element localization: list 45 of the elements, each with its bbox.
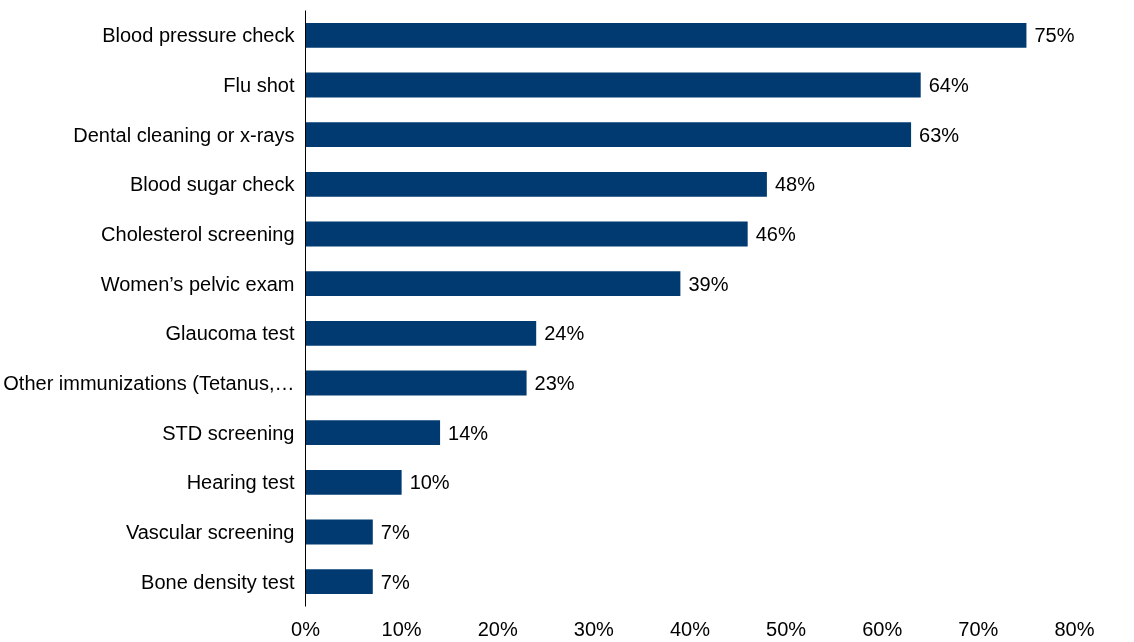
- bar: [305, 122, 912, 148]
- x-tick-label: 10%: [381, 617, 422, 640]
- x-tick-label: 80%: [1054, 617, 1095, 640]
- x-tick-label: 50%: [766, 617, 807, 640]
- x-tick-label: 70%: [958, 617, 999, 640]
- y-tick-label: STD screening: [162, 421, 295, 444]
- x-tick-label: 30%: [573, 617, 615, 640]
- y-tick-label: Blood pressure check: [102, 24, 296, 47]
- data-label: 7%: [380, 521, 410, 543]
- y-tick-label: Vascular screening: [125, 521, 295, 543]
- y-tick-label: Glaucoma test: [165, 322, 295, 345]
- y-tick-label: Flu shot: [223, 74, 295, 96]
- y-tick-label: Other immunizations (Tetanus,…: [3, 372, 295, 394]
- data-label: 7%: [380, 570, 410, 593]
- bar: [305, 519, 373, 545]
- data-label: 14%: [448, 421, 489, 444]
- data-label: 46%: [755, 223, 796, 245]
- y-tick-label: Women’s pelvic exam: [100, 272, 295, 295]
- data-label: 23%: [534, 372, 575, 394]
- data-label: 39%: [688, 272, 729, 295]
- x-tick-label: 20%: [477, 617, 518, 640]
- y-tick-label: Blood sugar check: [129, 173, 296, 196]
- x-tick-label: 0%: [291, 617, 321, 640]
- bar: [305, 221, 748, 247]
- bar: [305, 469, 402, 495]
- y-tick-label: Dental cleaning or x-rays: [73, 123, 295, 146]
- data-label: 75%: [1034, 24, 1075, 47]
- data-label: 63%: [919, 123, 960, 146]
- data-label: 48%: [774, 173, 816, 196]
- bar: [305, 370, 527, 396]
- x-tick-label: 60%: [862, 617, 903, 640]
- bar: [305, 420, 441, 446]
- y-tick-label: Hearing test: [186, 471, 295, 494]
- x-tick-label: 40%: [669, 617, 711, 640]
- y-tick-label: Cholesterol screening: [101, 223, 295, 245]
- data-label: 10%: [409, 471, 450, 494]
- data-label: 64%: [928, 74, 969, 96]
- bar: [305, 320, 537, 346]
- bar: [305, 171, 767, 197]
- bar: [305, 22, 1027, 48]
- bar: [305, 72, 921, 98]
- bar: [305, 569, 373, 595]
- y-tick-label: Bone density test: [141, 570, 295, 593]
- bar: [305, 271, 681, 297]
- data-label: 24%: [544, 322, 585, 345]
